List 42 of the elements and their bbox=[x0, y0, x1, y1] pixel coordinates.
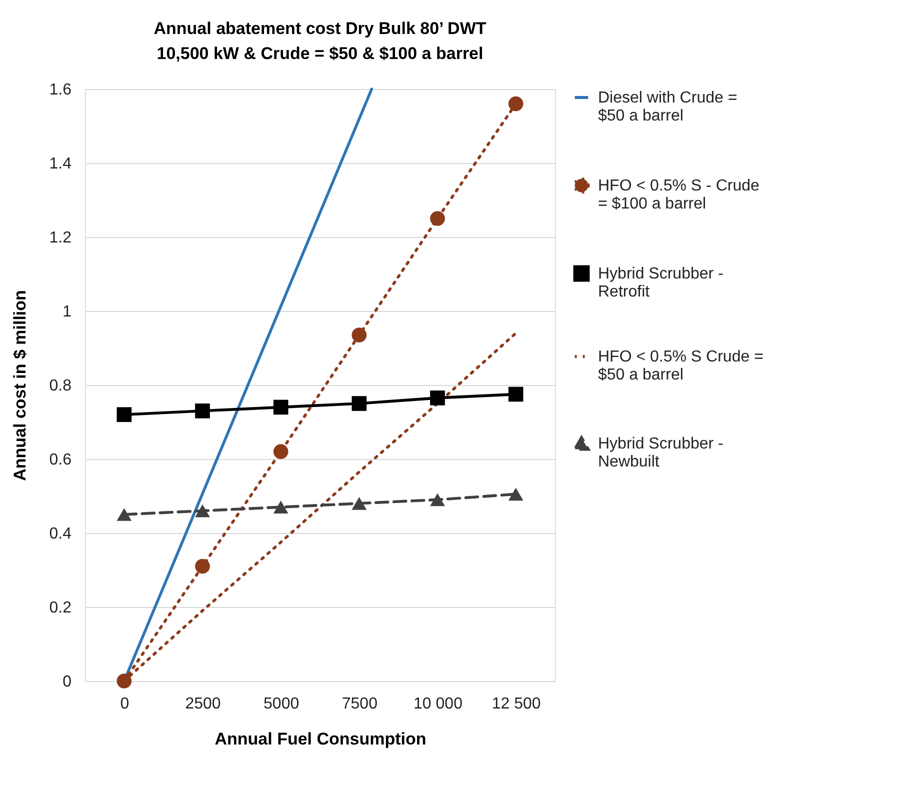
point bbox=[352, 496, 367, 510]
x-tick-label: 0 bbox=[120, 696, 130, 712]
y-tick-label: 0.2 bbox=[49, 600, 72, 616]
point bbox=[273, 444, 288, 459]
x-tick-label: 10 000 bbox=[414, 696, 463, 712]
x-axis-title: Annual Fuel Consumption bbox=[214, 730, 426, 748]
x-tick-label: 7500 bbox=[342, 696, 378, 712]
point bbox=[508, 386, 524, 402]
point bbox=[195, 558, 210, 574]
legend-label: HFO < 0.5% S - Crude = $100 a barrel bbox=[598, 178, 760, 212]
y-axis-title: Annual cost in $ million bbox=[10, 290, 30, 481]
point bbox=[430, 390, 445, 406]
point bbox=[352, 328, 367, 342]
legend-label: HFO < 0.5% S Crude = $50 a barrel bbox=[598, 348, 764, 384]
y-tick-label: 1.2 bbox=[49, 230, 72, 246]
y-tick-label: 0.4 bbox=[49, 526, 72, 542]
point bbox=[116, 508, 132, 521]
point bbox=[116, 674, 132, 688]
point bbox=[352, 396, 367, 411]
y-tick-label: 1 bbox=[62, 304, 72, 320]
point bbox=[273, 400, 288, 415]
y-tick-label: 0.8 bbox=[49, 378, 72, 394]
chart-subtitle: 10,500 kW & Crude = $50 & $100 a barrel bbox=[156, 44, 484, 63]
point bbox=[430, 493, 445, 506]
chart-title: Annual abatement cost Dry Bulk 80’ DWT bbox=[154, 19, 487, 38]
point bbox=[508, 488, 524, 501]
legend-label: Hybrid Scrubber - Retrofit bbox=[598, 266, 724, 300]
y-tick-label: 0.6 bbox=[49, 452, 72, 468]
x-tick-label: 5000 bbox=[264, 696, 300, 712]
point bbox=[195, 504, 210, 518]
point bbox=[116, 407, 132, 422]
y-tick-label: 1.6 bbox=[49, 82, 72, 98]
point bbox=[508, 96, 524, 112]
y-tick-label: 1.4 bbox=[49, 156, 72, 172]
legend-label: Hybrid Scrubber - Newbuilt bbox=[598, 436, 724, 470]
x-tick-label: 2500 bbox=[185, 696, 221, 712]
legend-label: Diesel with Crude = $50 a barrel bbox=[598, 90, 738, 124]
point bbox=[195, 403, 210, 418]
y-tick-label: 0 bbox=[62, 674, 72, 690]
point bbox=[430, 211, 445, 226]
x-tick-label: 12 500 bbox=[492, 696, 541, 712]
point bbox=[273, 500, 288, 514]
